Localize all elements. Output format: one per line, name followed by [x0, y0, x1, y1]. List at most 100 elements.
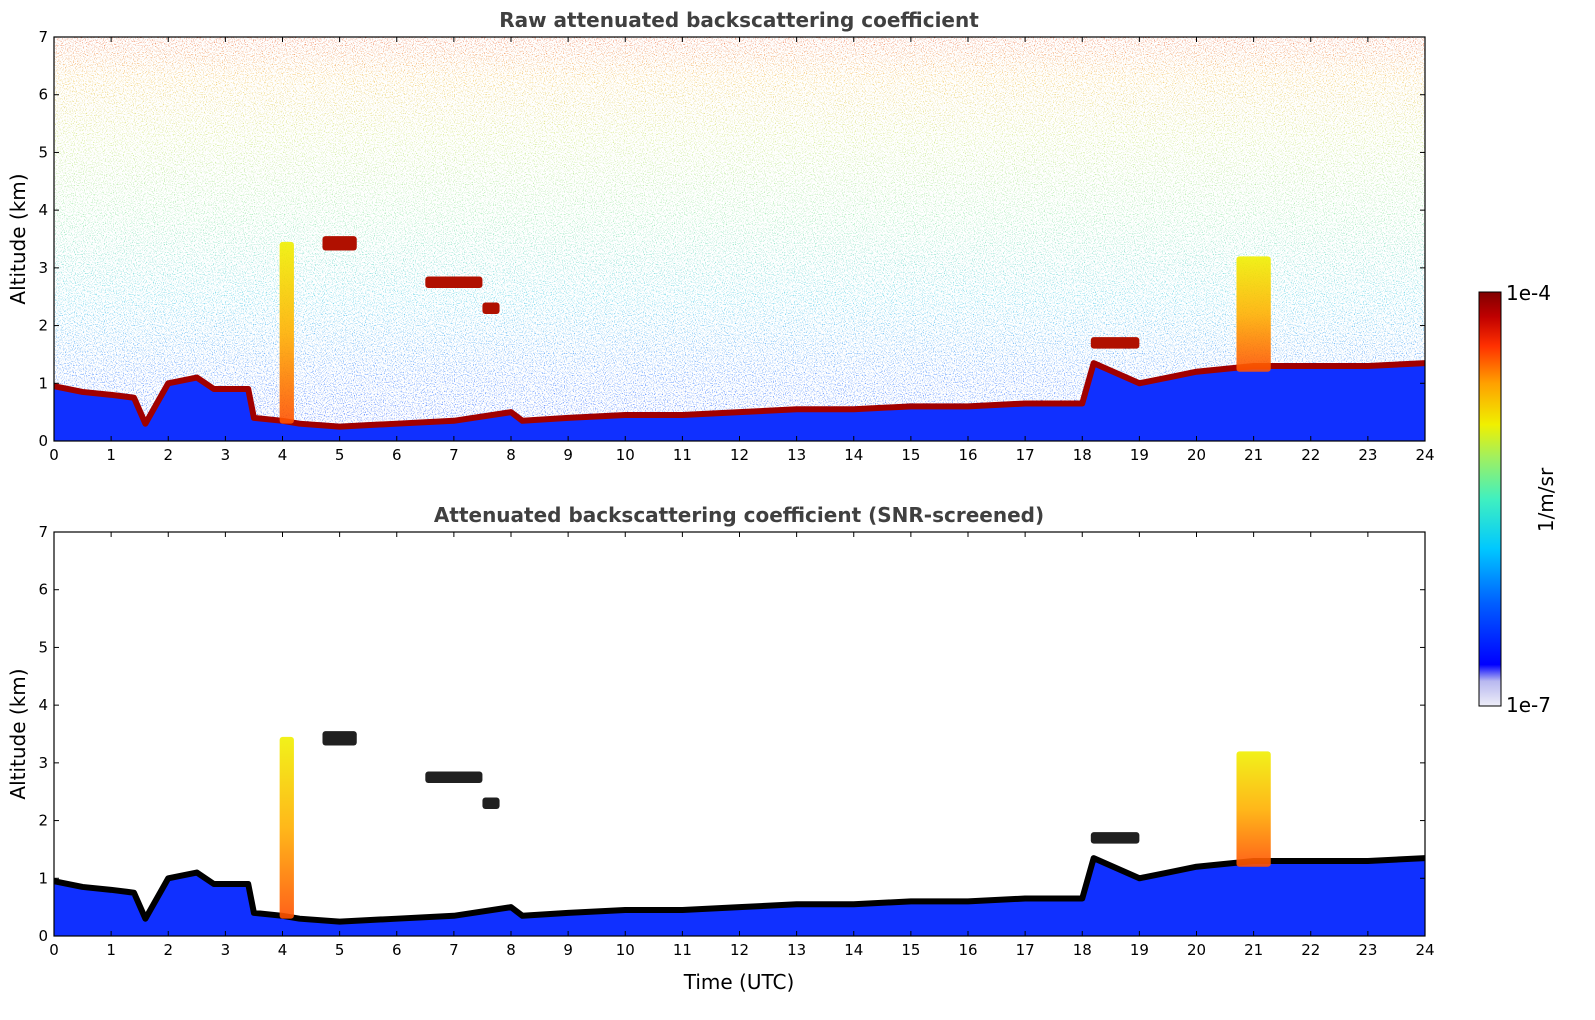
x-tick-label: 24: [1415, 446, 1434, 464]
x-tick-label: 0: [49, 941, 59, 959]
x-tick-label: 1: [106, 446, 116, 464]
x-tick-label: 24: [1415, 941, 1434, 959]
x-tick-label: 7: [449, 446, 459, 464]
x-tick-label: 23: [1358, 941, 1377, 959]
panel2-y-axis-label: Altitude (km): [6, 668, 30, 799]
x-tick-label: 6: [392, 446, 402, 464]
x-tick-label: 3: [221, 941, 231, 959]
x-tick-label: 5: [335, 446, 345, 464]
x-tick-label: 4: [278, 446, 288, 464]
y-tick-label: 2: [38, 317, 48, 335]
x-tick-label: 7: [449, 941, 459, 959]
colorbar-unit-label: 1/m/sr: [1534, 467, 1558, 532]
y-tick-label: 4: [38, 201, 48, 219]
y-tick-label: 3: [38, 754, 48, 772]
y-tick-label: 6: [38, 581, 48, 599]
raw-backscatter-panel: Raw attenuated backscattering coefficien…: [6, 8, 1435, 464]
x-tick-label: 14: [844, 446, 863, 464]
x-axis-label: Time (UTC): [683, 970, 795, 994]
boundary-layer-aerosol: [54, 858, 1425, 936]
cloud-feature: [482, 302, 500, 315]
panel1-title: Raw attenuated backscattering coefficien…: [499, 8, 979, 32]
cloud-feature: [425, 771, 483, 784]
x-tick-label: 23: [1358, 446, 1377, 464]
cloud-feature: [1236, 256, 1271, 372]
panel1-x-ticks: 0 1 2 3 4 5 6 7 8 9 10 11 12 13 14 15 16 17 18 19 20 21 22 23 24: [49, 37, 1435, 464]
x-tick-label: 8: [506, 446, 516, 464]
x-tick-label: 8: [506, 941, 516, 959]
x-tick-label: 21: [1244, 446, 1263, 464]
x-tick-label: 18: [1073, 446, 1092, 464]
x-tick-label: 17: [1016, 941, 1035, 959]
colorbar-min-label: 1e-7: [1506, 693, 1551, 717]
y-tick-label: 6: [38, 86, 48, 104]
x-tick-label: 9: [563, 941, 573, 959]
screened-heatmap: [54, 532, 1425, 936]
x-tick-label: 0: [49, 446, 59, 464]
panel1-y-ticks: 0 1 2 3 4 5 6 7: [38, 28, 1425, 450]
panel2-title: Attenuated backscattering coefficient (S…: [434, 503, 1044, 527]
colorbar: 1e-4 1e-7 1/m/sr: [1478, 281, 1558, 717]
cloud-feature: [425, 276, 483, 289]
x-tick-label: 6: [392, 941, 402, 959]
x-tick-label: 16: [958, 446, 977, 464]
cloud-feature: [322, 236, 357, 251]
panel2-y-ticks: 0 1 2 3 4 5 6 7: [38, 523, 1425, 945]
cloud-feature: [482, 797, 500, 810]
y-tick-label: 5: [38, 143, 48, 161]
y-tick-label: 4: [38, 696, 48, 714]
x-tick-label: 9: [563, 446, 573, 464]
y-tick-label: 1: [38, 869, 48, 887]
x-tick-label: 21: [1244, 941, 1263, 959]
x-tick-label: 13: [787, 941, 806, 959]
cloud-feature: [1236, 751, 1271, 867]
y-tick-label: 5: [38, 638, 48, 656]
layer-top-line: [54, 360, 1425, 430]
x-tick-label: 2: [163, 446, 173, 464]
y-tick-label: 0: [38, 927, 48, 945]
y-tick-label: 2: [38, 812, 48, 830]
x-tick-label: 10: [616, 446, 635, 464]
cloud-feature: [279, 736, 294, 919]
x-tick-label: 20: [1187, 941, 1206, 959]
y-tick-label: 7: [38, 523, 48, 541]
y-tick-label: 3: [38, 259, 48, 277]
x-tick-label: 15: [901, 446, 920, 464]
x-tick-label: 16: [958, 941, 977, 959]
x-tick-label: 12: [730, 941, 749, 959]
x-tick-label: 18: [1073, 941, 1092, 959]
x-tick-label: 13: [787, 446, 806, 464]
panel2-x-ticks: 0 1 2 3 4 5 6 7 8 9 10 11 12 13 14 15 16 17 18 19 20 21 22 23 24: [49, 532, 1435, 959]
x-tick-label: 17: [1016, 446, 1035, 464]
colorbar-max-label: 1e-4: [1506, 281, 1551, 305]
cloud-feature: [322, 731, 357, 746]
layer-top-line: [54, 855, 1425, 925]
x-tick-label: 19: [1130, 941, 1149, 959]
x-tick-label: 1: [106, 941, 116, 959]
y-tick-label: 7: [38, 28, 48, 46]
x-tick-label: 19: [1130, 446, 1149, 464]
cloud-feature: [279, 241, 294, 424]
cloud-feature: [1090, 337, 1140, 349]
x-tick-label: 4: [278, 941, 288, 959]
x-tick-label: 15: [901, 941, 920, 959]
x-tick-label: 3: [221, 446, 231, 464]
x-tick-label: 20: [1187, 446, 1206, 464]
x-tick-label: 11: [673, 446, 692, 464]
x-tick-label: 11: [673, 941, 692, 959]
x-tick-label: 5: [335, 941, 345, 959]
x-tick-label: 14: [844, 941, 863, 959]
colorbar-gradient: [1478, 291, 1502, 707]
x-tick-label: 12: [730, 446, 749, 464]
panel1-y-axis-label: Altitude (km): [6, 173, 30, 304]
raw-heatmap: [54, 37, 1425, 441]
boundary-layer-aerosol: [54, 363, 1425, 441]
x-tick-label: 2: [163, 941, 173, 959]
y-tick-label: 0: [38, 432, 48, 450]
y-tick-label: 1: [38, 374, 48, 392]
x-tick-label: 22: [1301, 941, 1320, 959]
screened-backscatter-panel: Attenuated backscattering coefficient (S…: [6, 503, 1435, 994]
x-tick-label: 10: [616, 941, 635, 959]
x-tick-label: 22: [1301, 446, 1320, 464]
